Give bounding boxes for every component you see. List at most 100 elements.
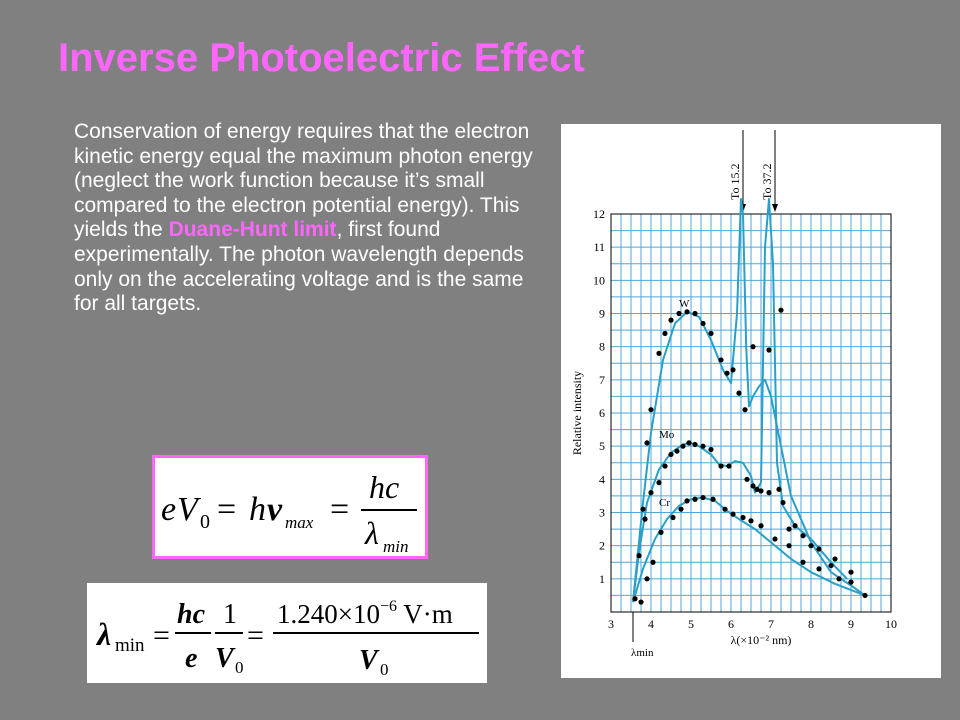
data-point-mo: [750, 483, 756, 489]
off-scale-annotation: To 37.2: [760, 164, 774, 201]
data-point-w: [708, 330, 714, 336]
series-label: Mo: [659, 429, 675, 441]
y-tick-label: 3: [599, 506, 605, 520]
lambda-min-equation: λ min = hc e 1 V 0 = 1.240×10−6 V·m V 0: [95, 598, 479, 679]
paragraph-text-2: , first found experimentally. The photon…: [74, 218, 524, 316]
data-point-mo: [848, 569, 854, 575]
data-point-mo: [668, 451, 674, 458]
data-point-cr: [740, 514, 746, 521]
data-point-mo: [662, 463, 668, 469]
data-point-mo: [832, 556, 838, 562]
series-line-cr: [632, 496, 866, 603]
eq1-e: e: [161, 491, 176, 528]
energy-equation-box: e V 0 = h ν max = hc λ min: [152, 455, 428, 559]
eq2-V0: V: [215, 643, 236, 674]
x-tick-label: 7: [768, 617, 774, 631]
eq1-equals-1: =: [217, 491, 236, 528]
data-point-w: [730, 367, 736, 373]
data-point-mo: [816, 546, 822, 552]
data-point-w: [692, 310, 698, 317]
intensity-chart: 3 4 5 6 7 8 9 10 1 2 3 4 5 6 7 8 9 10 11 12 λ(×10⁻² nm) Relat…: [561, 124, 941, 678]
plot-frame: [610, 213, 892, 613]
eq2-unit: V·m: [397, 599, 453, 629]
series-label: Cr: [659, 497, 670, 509]
data-point-w: [668, 317, 674, 323]
data-point-cr: [638, 599, 644, 605]
data-point-mo: [700, 443, 706, 449]
data-point-mo: [680, 443, 686, 449]
y-tick-label: 11: [593, 240, 605, 254]
data-point-mo: [766, 490, 772, 496]
data-point-mo: [674, 448, 680, 454]
eq1-numerator: hc: [369, 469, 399, 505]
data-point-w: [644, 440, 650, 446]
x-tick-label: 6: [728, 617, 734, 631]
lambda-min-equation-box: λ min = hc e 1 V 0 = 1.240×10−6 V·m V 0: [87, 583, 487, 683]
data-point-mo: [686, 440, 692, 446]
data-point-cr: [816, 566, 822, 572]
data-point-w: [766, 347, 772, 353]
eq1-nu: ν: [267, 491, 283, 528]
data-point-w: [724, 370, 730, 376]
data-point-w: [736, 390, 742, 396]
eq2-one: 1: [223, 599, 237, 630]
eq2-constant: 1.240×10−6 V·m: [277, 598, 453, 629]
y-tick-label: 4: [599, 472, 605, 486]
off-scale-arrowhead: [772, 204, 778, 212]
y-tick-label: 1: [599, 572, 605, 586]
data-point-mo: [636, 553, 642, 559]
data-point-cr: [678, 506, 684, 512]
data-point-w: [632, 596, 638, 602]
data-point-mo: [758, 488, 764, 494]
slide-title: Inverse Photoelectric Effect: [58, 36, 585, 80]
data-point-cr: [692, 496, 698, 502]
y-tick-label: 2: [599, 539, 605, 553]
data-point-mo: [726, 463, 732, 469]
y-tick-label: 9: [599, 307, 605, 321]
data-point-mo: [754, 486, 760, 492]
data-point-cr: [836, 576, 842, 582]
eq2-V0-den: V: [359, 645, 380, 676]
data-point-cr: [748, 518, 754, 524]
data-point-cr: [758, 523, 764, 529]
data-point-w: [718, 357, 724, 363]
eq1-h: h: [249, 491, 266, 528]
series-label: W: [679, 298, 690, 310]
data-point-cr: [670, 514, 676, 521]
eq1-nu-sub: max: [285, 513, 314, 532]
eq1-lambda: λ: [364, 515, 379, 551]
data-point-cr: [862, 592, 868, 599]
data-point-mo: [656, 480, 662, 486]
x-tick-label: 8: [808, 617, 814, 631]
eq2-constant-mantissa: 1.240×10: [277, 599, 380, 629]
data-point-w: [750, 344, 756, 350]
chart-series: [632, 198, 866, 603]
data-point-mo: [776, 486, 782, 492]
duane-hunt-highlight: Duane-Hunt limit: [168, 218, 337, 242]
data-point-w: [848, 579, 854, 585]
data-point-mo: [718, 463, 724, 469]
data-point-mo: [800, 533, 806, 539]
chart-points: [632, 307, 868, 605]
eq2-equals-2: =: [247, 619, 264, 652]
data-point-w: [676, 310, 682, 317]
data-point-w: [648, 407, 654, 413]
data-point-w: [808, 543, 814, 549]
data-point-w: [778, 307, 784, 313]
eq2-equals-1: =: [153, 619, 170, 652]
data-point-mo: [708, 446, 714, 453]
energy-equation: e V 0 = h ν max = hc λ min: [161, 469, 417, 556]
y-axis-label: Relative intensity: [570, 371, 584, 455]
eq1-V-sub: 0: [200, 511, 210, 533]
data-point-w: [700, 320, 706, 327]
y-tick-label: 5: [599, 439, 605, 453]
eq1-lambda-sub: min: [383, 537, 409, 556]
data-point-cr: [800, 559, 806, 565]
data-point-w: [656, 350, 662, 356]
explanation-paragraph: Conservation of energy requires that the…: [74, 120, 544, 317]
data-point-mo: [648, 490, 654, 496]
y-tick-label: 8: [599, 340, 605, 354]
data-point-cr: [786, 543, 792, 549]
chart-grid: [610, 213, 892, 613]
lambda-min-label: λmin: [631, 647, 654, 659]
